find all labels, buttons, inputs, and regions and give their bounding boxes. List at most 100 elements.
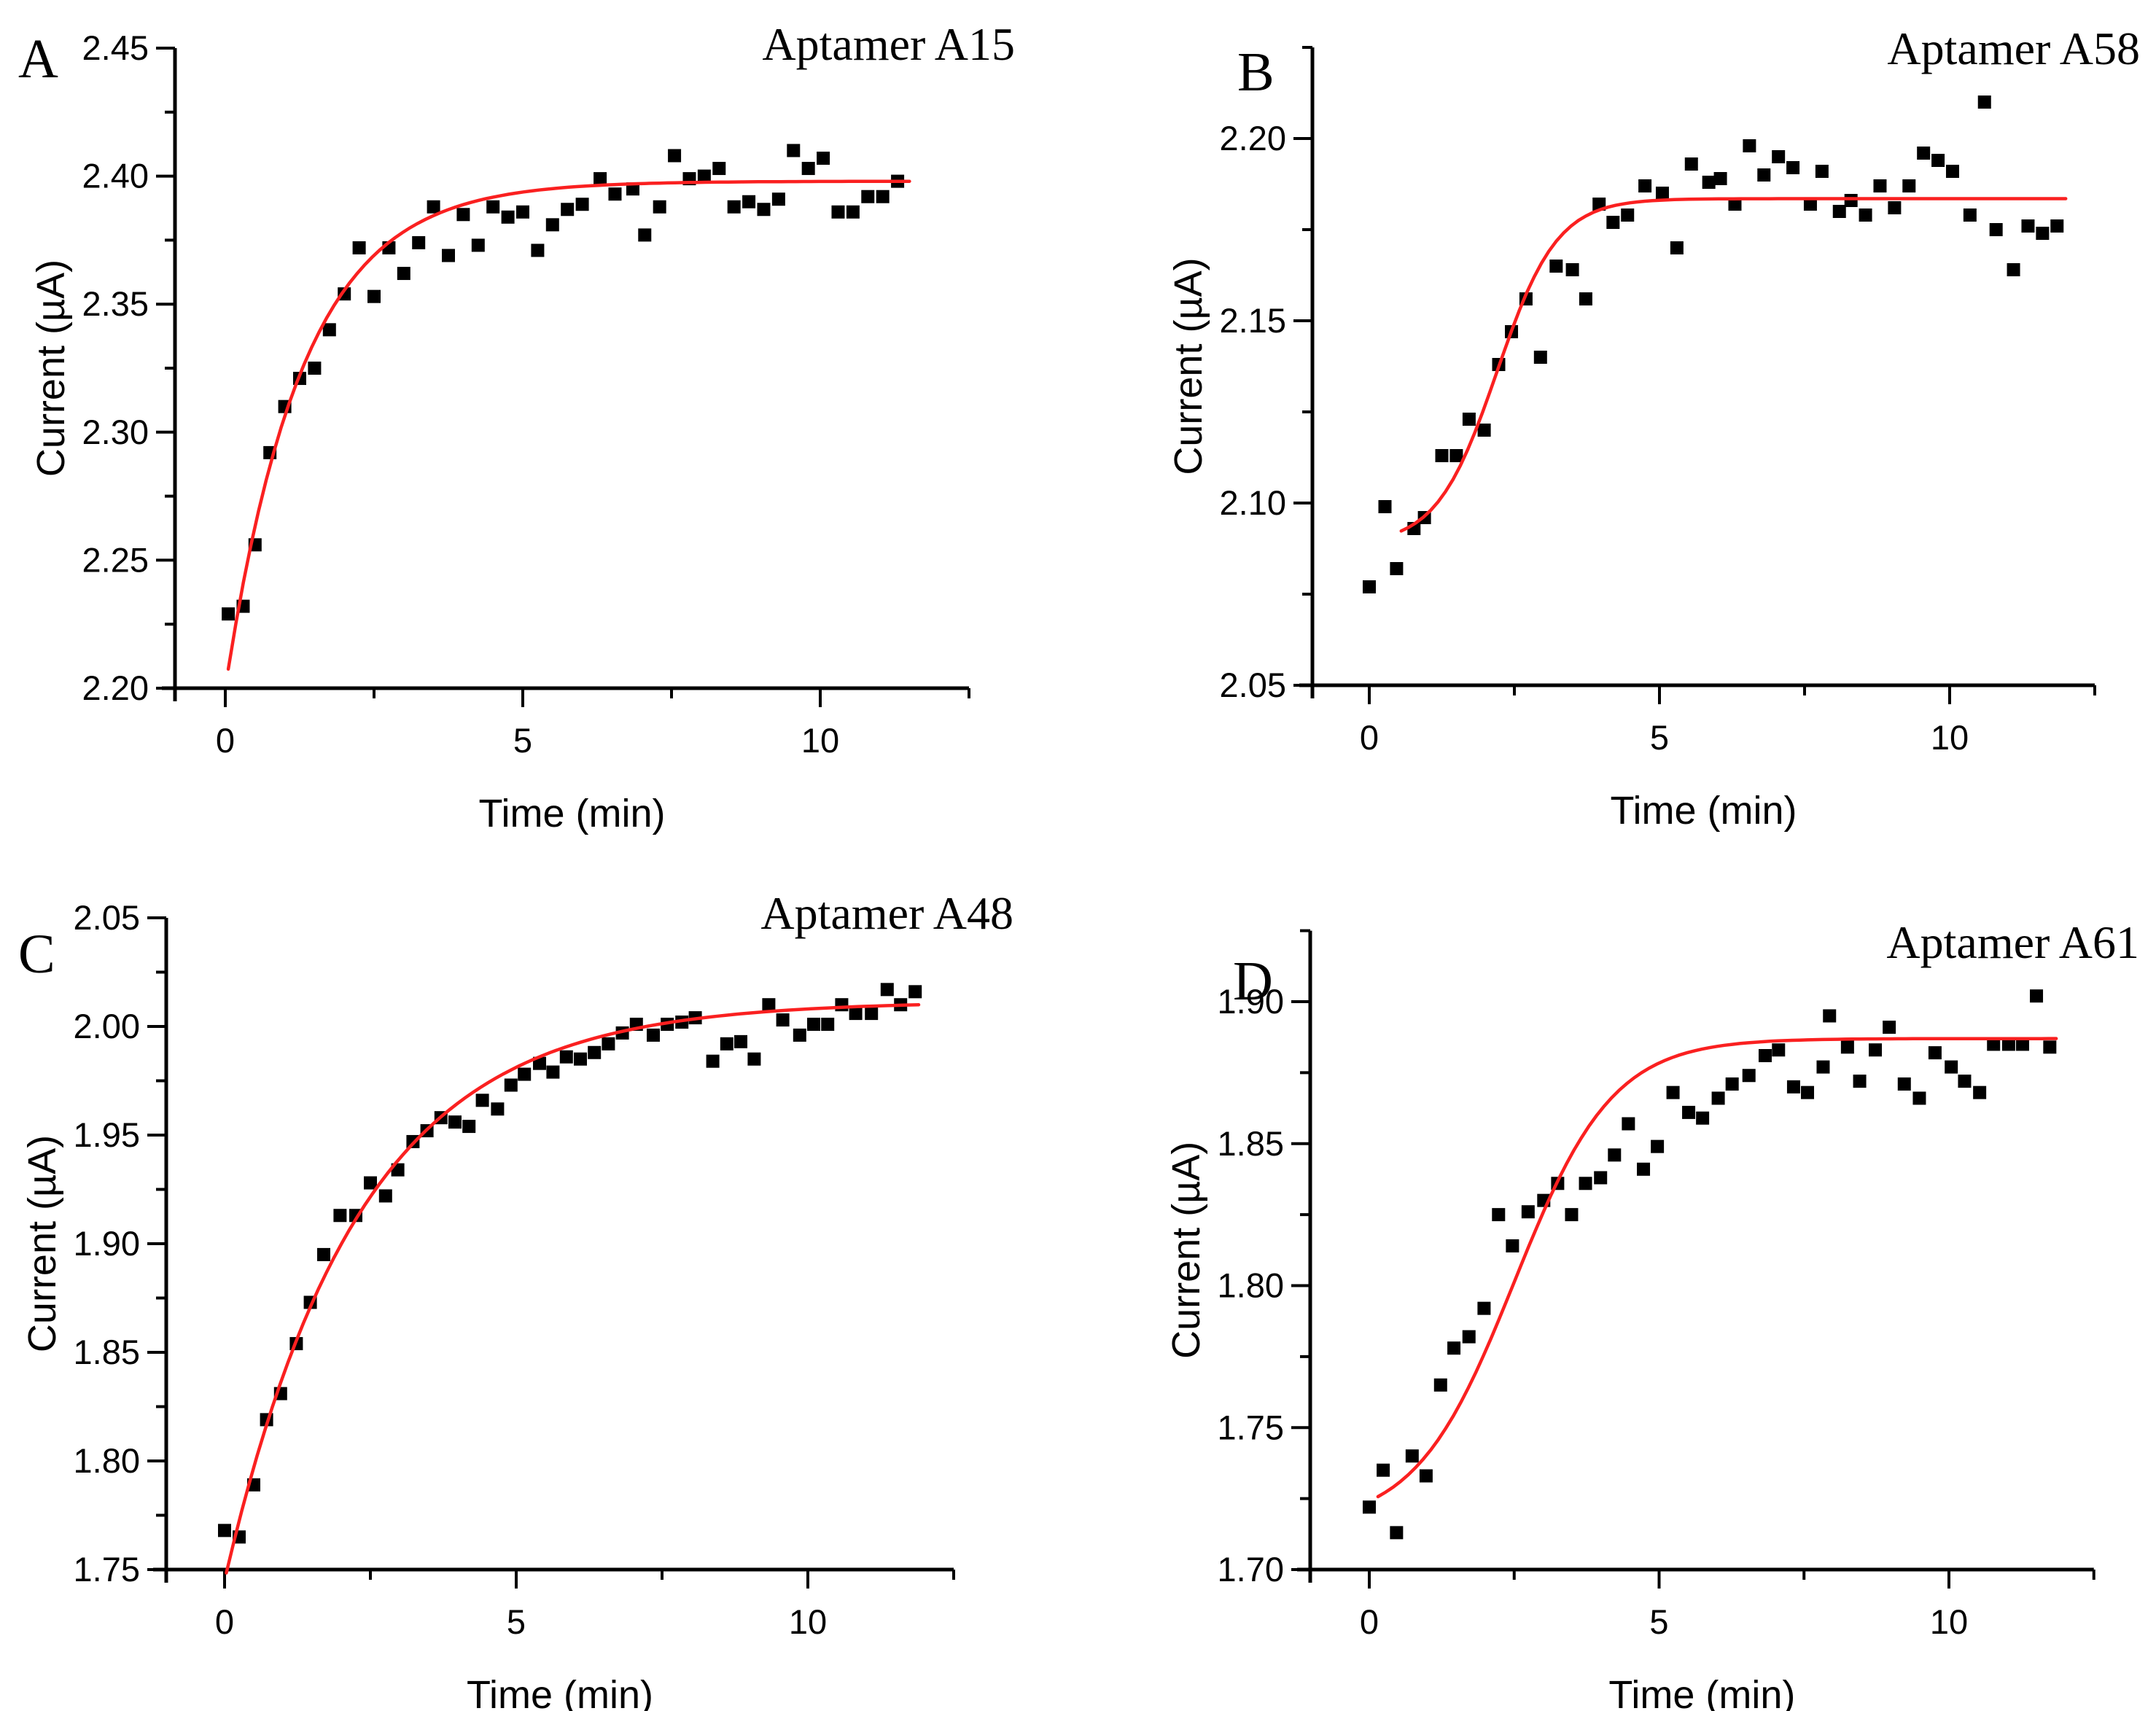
data-point <box>531 243 545 257</box>
data-point <box>1832 205 1846 218</box>
data-point <box>1757 168 1771 182</box>
data-point <box>559 1050 573 1064</box>
data-point <box>1945 1060 1958 1074</box>
y-tick-label: 2.05 <box>74 898 140 937</box>
data-point <box>1728 198 1742 211</box>
data-point <box>793 1028 806 1042</box>
data-point <box>1912 1091 1926 1105</box>
data-point <box>1435 449 1449 462</box>
data-point <box>831 205 845 219</box>
x-axis-label: Time (min) <box>1611 789 1797 833</box>
data-point <box>1786 161 1800 174</box>
data-point <box>653 200 666 214</box>
data-point <box>861 190 875 203</box>
data-point <box>742 195 756 208</box>
data-point <box>561 203 575 217</box>
data-point <box>1801 1086 1815 1099</box>
data-point <box>1977 96 1991 109</box>
data-point <box>835 998 849 1012</box>
panel-title: Aptamer A48 <box>760 887 1013 939</box>
data-point <box>876 190 890 203</box>
x-tick-label: 5 <box>1649 1602 1668 1641</box>
y-axis-label: Current (µA) <box>29 260 73 477</box>
data-point <box>1521 1205 1535 1219</box>
data-point <box>1844 194 1858 207</box>
data-point <box>533 1056 546 1070</box>
fit-curve <box>225 1002 921 1575</box>
data-point <box>1945 165 1959 178</box>
data-point <box>849 1007 863 1021</box>
data-point <box>608 187 622 201</box>
data-point <box>1533 351 1547 364</box>
y-tick-label: 1.90 <box>1218 982 1284 1021</box>
data-point <box>2001 1037 2015 1051</box>
panel-b-chart: 2.05 2.10 2.15 2.20 0 5 10 Current (µA) Time (mi… <box>1078 0 2156 855</box>
data-point <box>364 1176 377 1190</box>
data-point <box>2015 1037 2029 1051</box>
panel-title: Aptamer A58 <box>1887 23 2140 74</box>
y-tick-label: 1.70 <box>1218 1550 1284 1589</box>
data-point <box>518 1067 532 1081</box>
data-point <box>352 241 366 254</box>
data-point <box>1651 1139 1665 1153</box>
y-tick-label: 2.45 <box>82 28 149 67</box>
y-tick-label: 2.10 <box>1220 483 1286 522</box>
y-tick-label: 1.80 <box>74 1441 140 1480</box>
y-tick-label: 1.75 <box>1218 1408 1284 1446</box>
data-point <box>1711 1091 1725 1105</box>
data-point <box>1902 179 1916 192</box>
data-points <box>218 983 922 1544</box>
y-tick-label: 1.85 <box>74 1333 140 1371</box>
data-point <box>504 1078 518 1092</box>
data-point <box>1565 1208 1579 1222</box>
y-tick-label: 1.85 <box>1218 1124 1284 1163</box>
data-point <box>1462 413 1476 426</box>
data-point <box>1449 449 1463 462</box>
data-point <box>1823 1009 1837 1023</box>
data-point <box>807 1018 820 1032</box>
data-point <box>1506 1239 1519 1252</box>
data-point <box>668 149 682 163</box>
fit-curve <box>226 179 911 671</box>
data-point <box>1772 1043 1786 1057</box>
data-point <box>880 983 894 997</box>
data-point <box>486 200 500 214</box>
data-points <box>1363 96 2064 593</box>
data-point <box>1405 1449 1419 1463</box>
x-tick-label: 10 <box>801 721 839 760</box>
data-point <box>1363 1500 1376 1514</box>
data-point <box>1594 1171 1608 1185</box>
x-axis-label: Time (min) <box>479 792 666 835</box>
data-point <box>2007 263 2020 276</box>
data-point <box>427 200 440 214</box>
data-point <box>1803 198 1817 211</box>
data-point <box>501 210 515 224</box>
data-point <box>1725 1077 1739 1091</box>
data-point <box>1931 154 1945 167</box>
y-tick-label: 2.35 <box>82 284 149 323</box>
data-point <box>1696 1111 1710 1125</box>
data-point <box>1606 216 1620 229</box>
data-point <box>1579 292 1592 305</box>
data-point <box>1363 580 1376 593</box>
data-point <box>626 182 639 196</box>
x-axis-label: Time (min) <box>467 1673 653 1711</box>
data-point <box>1666 1086 1680 1099</box>
data-point <box>448 1115 462 1129</box>
data-point <box>1973 1086 1987 1099</box>
data-point <box>1684 157 1698 171</box>
data-point <box>575 198 589 211</box>
data-point <box>218 1524 231 1537</box>
panel-letter: B <box>1237 42 1274 103</box>
data-point <box>647 1028 660 1042</box>
panel-letter: C <box>18 924 55 985</box>
y-tick-label: 2.20 <box>1220 119 1286 157</box>
y-tick-label: 1.75 <box>74 1550 140 1589</box>
data-point <box>1853 1075 1867 1088</box>
data-points <box>1363 989 2057 1540</box>
y-tick-label: 2.15 <box>1220 301 1286 340</box>
data-point <box>367 289 381 303</box>
data-point <box>1377 1463 1390 1477</box>
data-point <box>1419 1469 1433 1483</box>
data-point <box>1621 208 1635 222</box>
